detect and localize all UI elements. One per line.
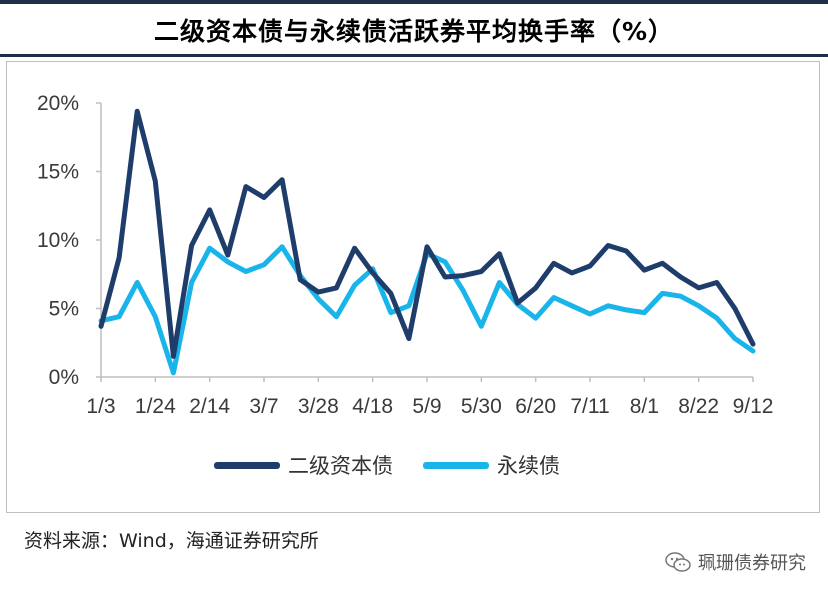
legend-item-series1: 二级资本债: [214, 450, 393, 480]
y-tick-label: 20%: [37, 92, 79, 115]
y-tick-label: 10%: [37, 229, 79, 252]
x-tick-label: 8/1: [630, 395, 659, 418]
x-tick-label: 3/28: [298, 395, 339, 418]
x-tick-label: 5/30: [461, 395, 502, 418]
y-tick-label: 0%: [49, 366, 79, 389]
top-rule: [0, 0, 828, 4]
x-tick-label: 1/24: [135, 395, 176, 418]
series-line-二级资本债: [98, 108, 756, 359]
axes: [100, 103, 753, 378]
x-tick-label: 6/20: [515, 395, 556, 418]
legend: 二级资本债 永续债: [214, 450, 590, 480]
title-rule: [0, 54, 828, 57]
x-tick-label: 2/14: [189, 395, 230, 418]
legend-swatch-series2: [423, 461, 489, 469]
legend-label-series1: 二级资本债: [288, 454, 393, 478]
x-tick-label: 8/22: [678, 395, 719, 418]
chart-frame: [6, 61, 820, 513]
x-tick-label: 3/7: [249, 395, 278, 418]
legend-item-series2: 永续债: [423, 450, 560, 480]
source-note: 资料来源：Wind，海通证券研究所: [24, 530, 319, 552]
y-tick-label: 15%: [37, 161, 79, 184]
y-tick-label: 5%: [49, 298, 79, 321]
x-tick-label: 1/3: [86, 395, 115, 418]
x-tick-label: 9/12: [733, 395, 774, 418]
x-tick-label: 7/11: [570, 395, 609, 418]
watermark: 珮珊债券研究: [664, 549, 806, 575]
ticks: 0% 5% 10% 15% 20% 1/3 1/24 2/14 3/7 3/28 4/18 5/9 5/…: [37, 92, 773, 418]
x-tick-label: 5/9: [412, 395, 441, 418]
wechat-icon: [665, 552, 691, 572]
legend-label-series2: 永续债: [497, 454, 560, 478]
chart-title: 二级资本债与永续债活跃券平均换手率（%）: [153, 17, 675, 46]
x-tick-label: 4/18: [352, 395, 393, 418]
series-lines: [98, 108, 756, 376]
watermark-text: 珮珊债券研究: [698, 553, 806, 574]
legend-swatch-series1: [214, 461, 280, 469]
